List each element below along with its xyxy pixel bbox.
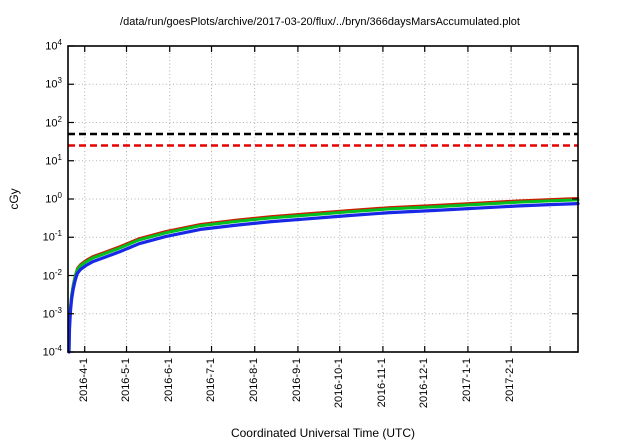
plot-frame (67, 45, 579, 353)
x-tick-label: 2017-2-1 (504, 358, 517, 403)
x-tick-label: 2017-1-1 (460, 358, 473, 403)
plot-title: /data/run/goesPlots/archive/2017-03-20/f… (120, 16, 520, 28)
x-tick-label: 2016-6-1 (162, 358, 175, 403)
y-tick-label: 103 (45, 76, 62, 91)
x-axis-title: Coordinated Universal Time (UTC) (230, 426, 416, 440)
x-tick-label: 2016-10-1 (332, 358, 345, 409)
x-tick-label: 2016-12-1 (417, 358, 430, 409)
y-tick-label: 101 (45, 152, 62, 168)
x-tick-label: 2016-11-1 (375, 358, 388, 408)
x-tick-label: 2016-8-1 (247, 358, 260, 403)
x-tick-label: 2016-4-1 (77, 358, 90, 403)
x-tick-label: 2016-9-1 (290, 358, 303, 403)
y-tick-label: 102 (45, 114, 62, 130)
series-accumulated-dose-red (67, 196, 580, 352)
y-tick-label: 10-3 (42, 305, 62, 321)
y-tick-label: 104 (45, 38, 62, 53)
y-tick-label: 10-4 (42, 344, 62, 359)
x-tick-label: 2016-5-1 (119, 358, 132, 403)
y-tick-label: 100 (45, 191, 62, 206)
series-accumulated-dose-blue (67, 202, 580, 354)
x-tick-label: 2016-7-1 (204, 358, 217, 403)
y-tick-label: 10-1 (42, 229, 62, 244)
y-tick-label: 10-2 (42, 267, 62, 283)
